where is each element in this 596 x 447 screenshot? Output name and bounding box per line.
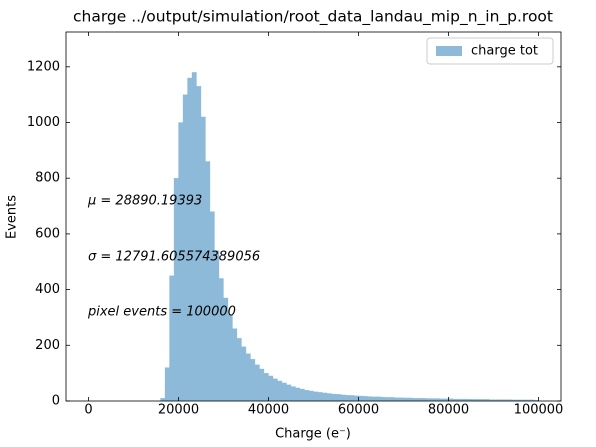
bar	[191, 72, 197, 402]
bar	[182, 94, 188, 402]
bar	[317, 392, 323, 402]
bar	[358, 395, 364, 402]
y-tick-label: 0	[52, 394, 60, 409]
y-tick-label: 1000	[27, 115, 60, 130]
x-tick-label: 40000	[248, 403, 289, 418]
bar	[187, 77, 193, 402]
bar	[322, 392, 328, 402]
bar	[218, 278, 224, 402]
bar	[398, 397, 404, 402]
y-tick-label: 400	[35, 282, 60, 297]
bar	[245, 353, 251, 402]
bar	[259, 368, 265, 402]
bar	[227, 314, 233, 402]
x-tick-label: 20000	[158, 403, 199, 418]
y-tick-label: 1200	[27, 59, 60, 74]
bar	[173, 178, 179, 402]
bar	[232, 328, 238, 402]
bar	[205, 161, 211, 402]
bar	[286, 384, 292, 402]
bar	[164, 367, 170, 402]
x-tick-label: 60000	[338, 403, 379, 418]
bar	[250, 359, 256, 402]
legend-label: charge tot	[471, 44, 538, 59]
y-tick-label: 800	[35, 171, 60, 186]
bar	[394, 397, 400, 402]
plot-frame	[65, 31, 562, 402]
bar	[214, 250, 220, 402]
bar	[349, 395, 355, 402]
bar	[295, 387, 301, 402]
bar	[353, 395, 359, 402]
bar	[272, 378, 278, 402]
bar	[268, 375, 274, 402]
annotation: μ = 28890.19393	[87, 194, 202, 209]
bar	[371, 396, 377, 402]
bar	[196, 86, 202, 402]
y-tick-label: 600	[35, 226, 60, 241]
x-tick-label: 100000	[514, 403, 564, 418]
bar	[281, 382, 287, 402]
bar	[407, 397, 413, 402]
bar	[241, 346, 247, 402]
bar	[331, 393, 337, 402]
bar	[403, 397, 409, 402]
bar	[335, 394, 341, 402]
bar	[290, 386, 296, 402]
bar	[236, 338, 242, 402]
bar	[169, 275, 175, 402]
bar	[344, 395, 350, 402]
chart-title: charge ../output/simulation/root_data_la…	[73, 8, 553, 27]
bar	[380, 396, 386, 402]
bar	[340, 394, 346, 402]
bar	[389, 397, 395, 402]
x-tick-label: 0	[84, 403, 92, 418]
bar	[421, 398, 427, 402]
bar	[362, 396, 368, 402]
bar	[385, 397, 391, 402]
x-tick-label: 80000	[428, 403, 469, 418]
bar	[299, 388, 305, 402]
annotation: σ = 12791.605574389056	[88, 250, 260, 265]
y-tick-label: 200	[35, 338, 60, 353]
bar	[313, 391, 319, 402]
bar	[277, 380, 283, 402]
bar	[160, 398, 166, 402]
bar	[376, 396, 382, 402]
y-axis-label: Events	[5, 195, 20, 239]
legend-swatch	[436, 46, 462, 56]
bar	[308, 390, 314, 402]
bar	[304, 389, 310, 402]
bar	[263, 373, 269, 402]
bar	[326, 393, 332, 402]
annotation: pixel events = 100000	[87, 305, 236, 320]
bar	[416, 398, 422, 402]
bar	[254, 364, 260, 402]
x-axis-label: Charge (e⁻)	[275, 427, 351, 442]
bar	[367, 396, 373, 402]
legend-box	[426, 37, 554, 65]
bar	[412, 398, 418, 402]
